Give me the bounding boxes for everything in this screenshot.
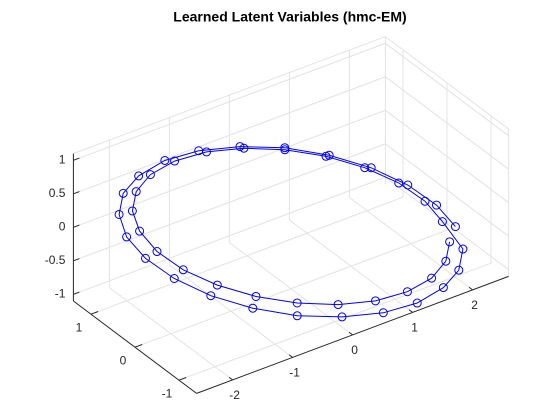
data-marker	[248, 303, 258, 313]
data-marker	[321, 151, 331, 161]
x-tick	[228, 376, 233, 381]
data-marker	[427, 273, 437, 283]
z-tick-label: 0	[59, 219, 66, 233]
data-marker	[239, 143, 249, 153]
x-tick	[288, 354, 293, 358]
y-tick	[178, 377, 187, 381]
data-marker	[202, 147, 212, 157]
data-marker	[378, 308, 388, 318]
data-marker	[412, 298, 422, 308]
x-tick-label: -1	[289, 366, 300, 380]
z-tick-label: 1	[59, 152, 66, 166]
data-marker	[370, 296, 380, 306]
data-marker	[337, 312, 347, 322]
y-tick	[90, 311, 99, 315]
data-marker	[152, 247, 162, 257]
data-marker	[206, 291, 216, 301]
wall-edge	[385, 36, 509, 130]
data-marker	[170, 156, 180, 166]
data-marker	[178, 265, 188, 275]
data-marker	[251, 291, 261, 301]
data-marker	[280, 145, 290, 155]
z-tick-label: -0.5	[45, 253, 66, 267]
wall-edge	[73, 36, 386, 155]
data-marker	[212, 280, 222, 290]
y-tick-label: -1	[162, 386, 173, 400]
grid-line	[385, 109, 509, 204]
data-marker	[292, 311, 302, 321]
data-marker	[235, 142, 245, 152]
data-marker	[432, 200, 442, 210]
z-tick	[73, 224, 80, 228]
y-tick-label: 0	[120, 353, 127, 367]
z-tick	[73, 291, 80, 295]
x-tick-label: -2	[229, 388, 240, 402]
x-tick	[348, 331, 353, 336]
data-marker	[402, 287, 412, 297]
data-marker	[169, 274, 179, 284]
z-tick	[73, 191, 80, 195]
data-marker	[441, 256, 451, 266]
data-marker	[160, 155, 170, 165]
grid-line	[73, 143, 386, 262]
data-marker	[333, 300, 343, 310]
grid-line	[73, 42, 386, 161]
y-tick	[134, 344, 143, 348]
data-marker	[438, 283, 448, 293]
data-marker	[360, 163, 370, 173]
data-marker	[134, 171, 144, 181]
z-tick	[73, 258, 80, 262]
chart-title: Learned Latent Variables (hmc-EM)	[173, 9, 406, 25]
z-tick-label: -1	[55, 286, 66, 300]
data-marker	[122, 232, 132, 242]
grid-line	[73, 76, 386, 195]
data-marker	[140, 253, 150, 263]
x-tick-label: 2	[471, 298, 478, 312]
data-marker	[445, 237, 455, 247]
data-marker	[394, 178, 404, 188]
data-marker	[145, 170, 155, 180]
grid-line	[385, 176, 509, 271]
data-marker	[366, 163, 376, 173]
grid-line	[385, 76, 509, 170]
data-marker	[131, 187, 141, 197]
data-marker	[118, 188, 128, 198]
grid-line	[73, 109, 386, 228]
grid-line	[90, 196, 404, 315]
z-tick	[73, 157, 80, 161]
grid-line	[385, 42, 509, 137]
data-marker	[420, 196, 430, 206]
x-tick-label: 0	[351, 343, 358, 357]
data-marker	[292, 298, 302, 308]
grid-line	[178, 262, 492, 381]
data-marker	[450, 222, 460, 232]
data-marker	[458, 244, 468, 254]
data-marker	[454, 265, 464, 275]
data-marker	[135, 226, 145, 236]
grid-line	[385, 143, 509, 237]
data-marker	[403, 180, 413, 190]
data-line	[118, 146, 464, 318]
y-tick-label: 1	[76, 320, 83, 334]
data-marker	[114, 209, 124, 219]
x-tick	[468, 286, 473, 291]
grid-line	[134, 229, 448, 348]
data-marker	[437, 217, 447, 227]
x-tick-label: 1	[411, 321, 418, 335]
z-tick-label: 0.5	[49, 186, 66, 200]
data-marker	[127, 206, 137, 216]
grid-line	[73, 176, 386, 295]
x-tick	[408, 309, 413, 313]
